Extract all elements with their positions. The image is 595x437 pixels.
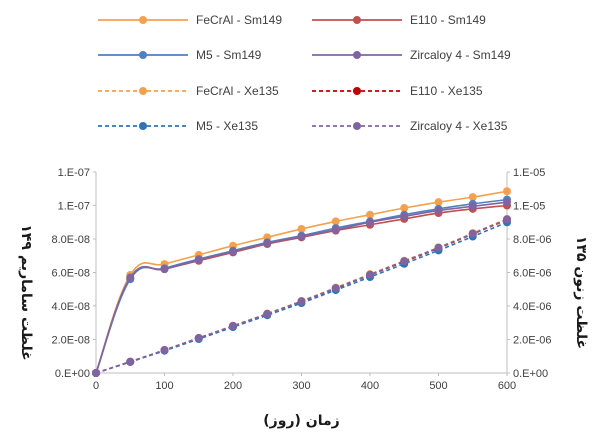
data-point [434, 206, 443, 215]
legend-label: Zircaloy 4 - Sm149 [410, 48, 511, 62]
plot-area [92, 187, 511, 377]
data-point [263, 309, 272, 318]
y-left-tick-label: 4.0E-08 [51, 301, 90, 313]
data-point [331, 217, 340, 226]
legend-item-fecral-xe135: FeCrAl - Xe135 [98, 84, 279, 98]
data-point [468, 193, 477, 202]
data-point [229, 321, 237, 330]
x-tick-label: 100 [155, 380, 173, 392]
y-right-tick-label: 6.0E-06 [513, 268, 552, 280]
x-tick-label: 500 [429, 380, 447, 392]
data-point [503, 215, 511, 224]
y-left-tick-label: 1.E-07 [58, 201, 90, 213]
y-left-tick-label: 6.0E-08 [51, 268, 90, 280]
data-point [468, 202, 477, 211]
series-line-fecral-xe135 [95, 218, 508, 374]
data-point [503, 198, 511, 207]
y-right-tick-label: 2.0E-06 [513, 335, 552, 347]
legend-label: FeCrAl - Xe135 [196, 84, 279, 98]
series-zircaloy-4-xe135 [92, 215, 511, 377]
y-axis-left-title: غلظت ساماریم ۱۴۹ [18, 224, 34, 360]
y-left-tick-label: 2.0E-08 [51, 335, 90, 347]
data-point [194, 333, 203, 342]
legend-label: FeCrAl - Sm149 [196, 13, 282, 27]
data-point [263, 239, 272, 248]
x-tick-label: 200 [224, 380, 242, 392]
data-point [194, 255, 203, 264]
data-point [434, 198, 443, 207]
legend-item-m5-sm149: M5 - Sm149 [98, 48, 262, 62]
data-point [366, 270, 374, 279]
data-point [468, 229, 477, 238]
legend-swatch-marker [139, 51, 147, 59]
legend-swatch-marker [353, 16, 361, 24]
legend-label: Zircaloy 4 - Xe135 [410, 119, 508, 133]
chart-legend: FeCrAl - Sm149 E110 - Sm149 M5 - Sm149 Zirc… [98, 13, 511, 133]
data-point [92, 369, 100, 377]
legend-label: M5 - Sm149 [196, 48, 262, 62]
data-point [160, 346, 169, 355]
legend-swatch-marker [353, 87, 361, 95]
legend-item-e110-sm149: E110 - Sm149 [312, 13, 486, 27]
series-fecral-sm149 [92, 187, 511, 377]
data-point [400, 204, 409, 213]
y-left-tick-label: 1.E-07 [58, 167, 90, 179]
legend-item-e110-xe135: E110 - Xe135 [312, 84, 483, 98]
data-point [366, 210, 374, 219]
tick-labels: 0.E+00 2.0E-08 4.0E-08 6.0E-08 8.0E-08 1.E-07… [51, 167, 551, 392]
data-point [503, 187, 511, 196]
y-right-tick-label: 1.E-05 [513, 201, 545, 213]
data-point [126, 273, 135, 282]
x-tick-label: 300 [292, 380, 310, 392]
data-point [297, 297, 306, 306]
x-axis-title: زمان (روز) [263, 413, 339, 429]
data-point [400, 257, 409, 266]
data-point [331, 284, 340, 293]
y-left-tick-label: 8.0E-08 [51, 234, 90, 246]
legend-label: E110 - Xe135 [410, 84, 483, 98]
data-point [297, 232, 306, 241]
chart-axes [95, 172, 508, 374]
y-right-tick-label: 8.0E-06 [513, 234, 552, 246]
data-point [126, 357, 135, 366]
series-zircaloy-4-sm149 [92, 198, 511, 377]
y-axis-right-title: غلظت زنون ۱۳۵ [573, 236, 589, 349]
y-right-tick-label: 1.E-05 [513, 167, 545, 179]
x-tick-label: 600 [498, 380, 516, 392]
legend-swatch-marker [139, 87, 147, 95]
data-point [400, 212, 409, 221]
data-point [160, 265, 169, 274]
legend-swatch-marker [139, 122, 147, 130]
legend-swatch-marker [353, 51, 361, 59]
data-point [434, 243, 443, 252]
legend-item-zircaloy-4-sm149: Zircaloy 4 - Sm149 [312, 48, 511, 62]
data-point [297, 224, 306, 233]
legend-item-fecral-sm149: FeCrAl - Sm149 [98, 13, 282, 27]
series-line-fecral-sm149 [95, 190, 508, 374]
legend-item-zircaloy-4-xe135: Zircaloy 4 - Xe135 [312, 119, 508, 133]
series-line-zircaloy-4-xe135 [95, 218, 508, 374]
legend-label: M5 - Xe135 [196, 119, 258, 133]
data-point [366, 218, 374, 227]
data-point [229, 247, 237, 256]
legend-swatch-marker [353, 122, 361, 130]
legend-label: E110 - Sm149 [410, 13, 486, 27]
x-tick-label: 400 [361, 380, 379, 392]
legend-item-m5-xe135: M5 - Xe135 [98, 119, 258, 133]
data-point [331, 225, 340, 234]
series-m5-sm149 [92, 195, 511, 377]
y-right-tick-label: 0.E+00 [513, 368, 548, 380]
series-line-e110-xe135 [95, 218, 508, 374]
y-left-tick-label: 0.E+00 [55, 368, 90, 380]
y-right-tick-label: 4.0E-06 [513, 301, 552, 313]
legend-swatch-marker [139, 16, 147, 24]
x-tick-label: 0 [93, 380, 99, 392]
